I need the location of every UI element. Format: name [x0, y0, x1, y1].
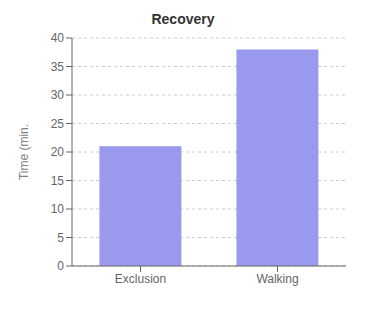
svg-text:40: 40 — [51, 31, 65, 45]
svg-text:0: 0 — [57, 259, 64, 273]
svg-text:20: 20 — [51, 145, 65, 159]
svg-text:Time (min.: Time (min. — [17, 124, 31, 180]
svg-text:15: 15 — [51, 174, 65, 188]
svg-text:Exclusion: Exclusion — [115, 272, 166, 286]
svg-text:35: 35 — [51, 60, 65, 74]
svg-text:25: 25 — [51, 117, 65, 131]
svg-text:Walking: Walking — [256, 272, 298, 286]
html-text:Recovery: Recovery — [151, 11, 215, 27]
svg-text:30: 30 — [51, 88, 65, 102]
svg-text:5: 5 — [57, 231, 64, 245]
svg-text:10: 10 — [51, 202, 65, 216]
